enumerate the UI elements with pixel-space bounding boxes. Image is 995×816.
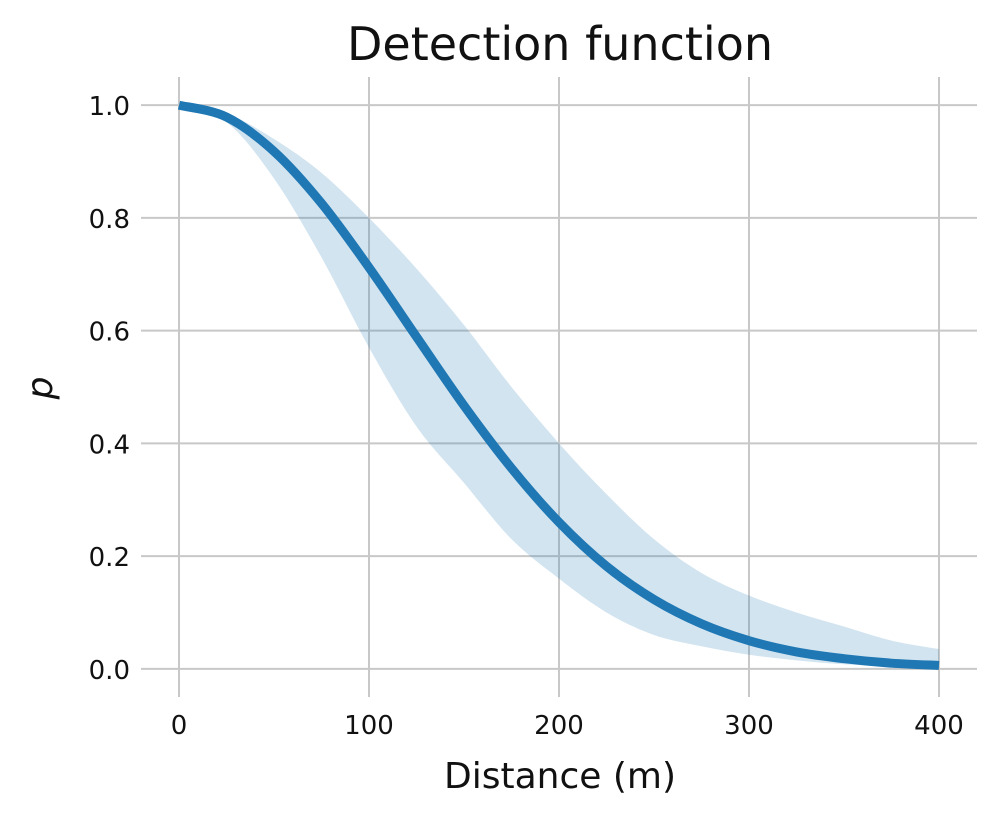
y-tick-labels: 0.0 0.2 0.4 0.6 0.8 1.0 [89,92,130,686]
x-tick-label: 200 [534,711,584,741]
x-tick-label: 300 [724,711,774,741]
y-tick-label: 0.6 [89,318,130,348]
x-tick-label: 100 [344,711,394,741]
y-tick-label: 1.0 [89,92,130,122]
x-tick-label: 0 [171,711,188,741]
x-tick-labels: 0 100 200 300 400 [171,711,964,741]
detection-curve-line [177,100,940,670]
y-tick-label: 0.2 [89,543,130,573]
y-axis-label: p [20,377,61,401]
y-tick-label: 0.8 [89,205,130,235]
x-axis-label: Distance (m) [444,756,676,797]
y-tick-label: 0.4 [89,430,130,460]
grid [141,77,977,697]
y-tick-label: 0.0 [89,656,130,686]
x-tick-label: 400 [914,711,964,741]
chart-title: Detection function [347,17,773,71]
confidence-band [179,105,939,668]
